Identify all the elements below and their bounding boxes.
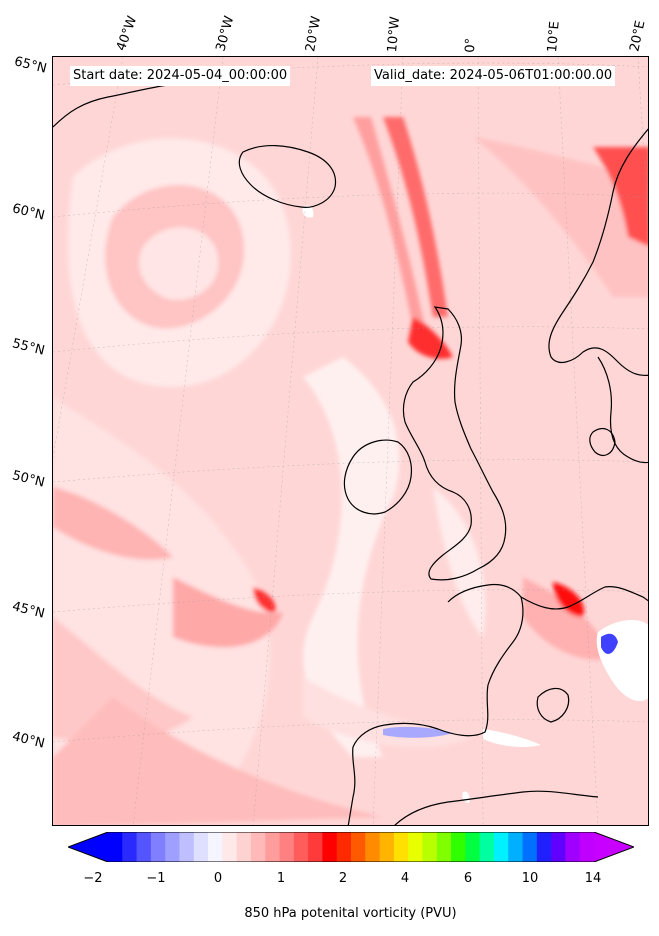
lon-label-20e: 20°E — [627, 19, 649, 54]
colorbar-segment — [322, 832, 338, 862]
colorbar-segment — [193, 832, 209, 862]
colorbar-segment — [293, 832, 309, 862]
colorbar-segment — [479, 832, 495, 862]
colorbar-under-arrow — [68, 832, 108, 862]
colorbar-tick-label: 4 — [400, 871, 410, 886]
colorbar-segment — [579, 832, 595, 862]
colorbar-segment — [536, 832, 552, 862]
colorbar-segment — [108, 832, 123, 862]
colorbar-segment — [308, 832, 323, 862]
colorbar-tick-label: 0 — [213, 871, 223, 886]
colorbar-tick-label: 1 — [276, 871, 286, 886]
colorbar-segment — [465, 832, 481, 862]
colorbar-tick-label: 6 — [463, 871, 473, 886]
colorbar-over-arrow — [594, 832, 634, 862]
colorbar-tick-label: 14 — [584, 871, 602, 886]
masked-terrain-iberia — [483, 729, 541, 747]
lon-label-20w: 20°W — [303, 15, 325, 54]
lon-label-10e: 10°E — [545, 20, 563, 54]
colorbar-segment — [522, 832, 538, 862]
lat-label-40n: 40°N — [10, 729, 47, 752]
colorbar-segment — [150, 832, 166, 862]
colorbar-segment — [136, 832, 152, 862]
start-date-label: Start date: 2024-05-04_00:00:00 — [70, 66, 291, 86]
coastlines — [53, 84, 648, 825]
colorbar-segment — [351, 832, 366, 862]
colorbar-segment — [436, 832, 452, 862]
colorbar-segment — [122, 832, 138, 862]
colorbar-segment — [222, 832, 238, 862]
colorbar-segment — [551, 832, 566, 862]
map-panel — [52, 56, 649, 826]
colorbar-tick-label: 2 — [338, 871, 348, 886]
colorbar-segment — [279, 832, 295, 862]
graticule — [53, 57, 648, 825]
colorbar-tick-label: −2 — [83, 871, 103, 886]
masked-terrain-iceland — [302, 205, 314, 218]
valid-date-label: Valid_date: 2024-05-06T01:00:00.00 — [371, 66, 616, 86]
lat-label-45n: 45°N — [10, 599, 47, 622]
lat-label-60n: 60°N — [10, 201, 47, 224]
colorbar-segment — [250, 832, 266, 862]
lon-label-30w: 30°W — [213, 14, 238, 53]
colorbar-segment — [208, 832, 223, 862]
colorbar-label: 850 hPa potenital vorticity (PVU) — [244, 906, 457, 921]
colorbar-segment — [508, 832, 524, 862]
lat-label-65n: 65°N — [12, 54, 49, 77]
negative-pv-patch — [601, 633, 618, 654]
lon-label-0: 0° — [463, 37, 479, 53]
negative-pv-patch-2 — [383, 726, 453, 738]
lon-label-10w: 10°W — [385, 15, 404, 53]
pv-shading — [53, 117, 648, 825]
colorbar-segment — [379, 832, 395, 862]
colorbar-segment — [393, 832, 409, 862]
colorbar-tick-label: 10 — [521, 871, 539, 886]
lat-label-50n: 50°N — [10, 468, 47, 491]
colorbar-segment — [179, 832, 195, 862]
colorbar-segment — [451, 832, 466, 862]
colorbar-segment — [422, 832, 438, 862]
colorbar — [68, 832, 634, 862]
colorbar-segment — [336, 832, 352, 862]
colorbar-segment — [408, 832, 423, 862]
colorbar-segment — [265, 832, 281, 862]
pv-field-map — [53, 57, 648, 825]
colorbar-segment — [236, 832, 252, 862]
colorbar-tick-label: −1 — [146, 871, 166, 886]
colorbar-segment — [493, 832, 509, 862]
colorbar-segment — [565, 832, 581, 862]
lat-label-55n: 55°N — [10, 336, 47, 359]
colorbar-segment — [165, 832, 180, 862]
colorbar-segment — [365, 832, 381, 862]
lon-label-40w: 40°W — [113, 14, 141, 53]
